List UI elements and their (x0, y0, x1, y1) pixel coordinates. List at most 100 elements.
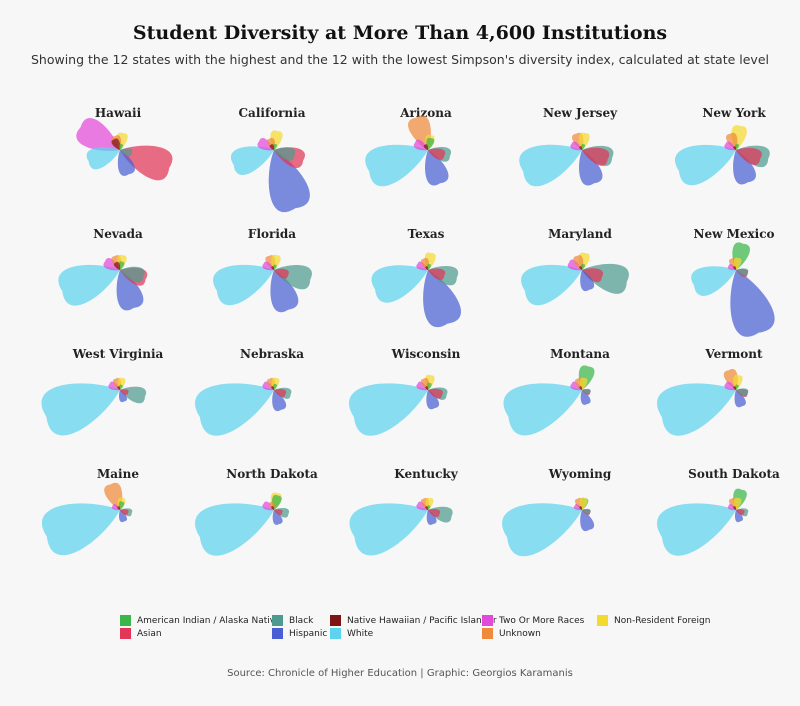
petal (268, 150, 310, 213)
legend-label: White (347, 629, 374, 639)
petal (656, 503, 736, 556)
petal (41, 503, 120, 556)
legend-swatch (272, 615, 283, 626)
petal (273, 143, 278, 150)
legend-label: American Indian / Alaska Native (137, 616, 281, 626)
petal (413, 139, 428, 151)
state-label: Arizona (399, 106, 452, 120)
petal (733, 506, 737, 510)
petal (656, 383, 736, 436)
petal (567, 259, 582, 271)
petal (427, 382, 432, 390)
petal (733, 146, 737, 150)
petal (273, 264, 277, 270)
petal (582, 508, 591, 515)
petal (579, 150, 603, 186)
state-label: New Jersey (543, 106, 618, 120)
petal (691, 266, 736, 296)
legend-label: Asian (137, 629, 162, 639)
petal (416, 261, 428, 271)
petal (519, 144, 582, 187)
petal (724, 381, 736, 391)
petal (580, 510, 595, 532)
petal (423, 270, 462, 328)
petal (423, 144, 429, 150)
petal (426, 510, 437, 525)
legend-item-two-or-more: Two Or More Races (482, 615, 584, 627)
petal (270, 270, 299, 313)
petal (194, 503, 274, 556)
state-label: Hawaii (95, 106, 142, 120)
state-label: Kentucky (394, 467, 458, 481)
petal (371, 265, 428, 303)
petal (120, 266, 145, 283)
petal (428, 508, 441, 518)
state-label: Nevada (93, 227, 143, 241)
petal (271, 266, 275, 270)
state-label: South Dakota (688, 467, 780, 481)
state-label: Wyoming (548, 467, 612, 481)
petal (118, 261, 125, 270)
legend-label: Native Hawaiian / Pacific Islander (347, 616, 497, 626)
petal (426, 390, 440, 410)
legend-item-native-hawaiian: Native Hawaiian / Pacific Islander (330, 615, 497, 627)
petal (269, 144, 275, 150)
petal (273, 383, 278, 390)
petal (416, 381, 428, 391)
petal (41, 383, 120, 436)
petal (581, 263, 586, 270)
state-label: New Mexico (693, 227, 774, 241)
petal (119, 384, 123, 390)
petal (427, 263, 432, 270)
petal (274, 268, 289, 279)
petal (579, 266, 583, 270)
petal (736, 388, 749, 397)
petal (120, 148, 133, 157)
petal (733, 150, 756, 185)
petal (734, 510, 744, 523)
petal (733, 386, 737, 390)
petal (425, 506, 429, 510)
petal (120, 389, 129, 395)
petal (257, 137, 274, 151)
petal (579, 146, 583, 150)
state-label: California (239, 106, 306, 120)
petal (726, 132, 738, 150)
petal (427, 505, 431, 510)
state-label: Florida (248, 227, 296, 241)
state-label: Vermont (704, 347, 763, 361)
legend-label: Unknown (499, 629, 541, 639)
petal (675, 144, 736, 186)
legend-swatch (482, 615, 493, 626)
state-label: Maine (97, 467, 139, 481)
legend-label: Two Or More Races (499, 616, 585, 626)
petal (734, 390, 746, 408)
legend-swatch (120, 615, 131, 626)
petal (724, 141, 736, 151)
petal (428, 268, 446, 280)
chart-title: Student Diversity at More Than 4,600 Ins… (132, 22, 668, 44)
state-label: Maryland (548, 227, 612, 241)
petal (230, 146, 274, 175)
petal (502, 503, 582, 557)
petal (120, 509, 129, 515)
legend-item-non-resident: Non-Resident Foreign (597, 615, 710, 627)
legend-swatch (120, 628, 131, 639)
state-label: Nebraska (240, 347, 304, 361)
petal (272, 390, 287, 412)
petal (117, 150, 135, 176)
petal (503, 383, 582, 436)
petal (365, 144, 428, 187)
petal (120, 145, 173, 181)
legend-label: Black (289, 616, 314, 626)
legend-swatch (330, 615, 341, 626)
petal (570, 381, 582, 391)
petal (271, 506, 275, 510)
petal (736, 509, 745, 515)
petal (735, 143, 740, 150)
petal (579, 506, 583, 510)
petal (76, 118, 120, 151)
petal (579, 386, 583, 390)
legend-swatch (482, 628, 493, 639)
